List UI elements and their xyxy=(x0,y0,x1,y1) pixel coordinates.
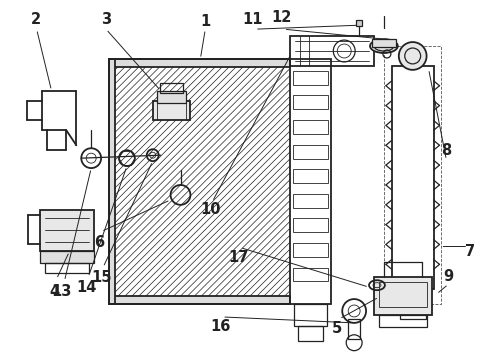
Bar xyxy=(290,36,374,66)
Bar xyxy=(400,307,426,319)
Text: 9: 9 xyxy=(443,269,453,284)
Text: 12: 12 xyxy=(271,10,292,25)
Bar xyxy=(153,100,191,121)
Text: 1: 1 xyxy=(200,14,210,29)
Bar xyxy=(293,219,328,232)
Text: 4: 4 xyxy=(49,284,60,299)
Bar xyxy=(374,277,432,315)
Bar xyxy=(293,267,328,282)
Bar xyxy=(293,120,328,134)
Circle shape xyxy=(399,42,427,70)
Bar xyxy=(293,243,328,257)
Text: 14: 14 xyxy=(76,280,97,295)
Text: 6: 6 xyxy=(94,235,104,250)
Text: 16: 16 xyxy=(210,319,230,334)
Bar xyxy=(160,83,183,93)
Bar xyxy=(372,39,396,47)
Bar xyxy=(40,210,94,251)
Bar xyxy=(157,91,187,103)
Bar xyxy=(396,289,430,307)
Bar xyxy=(293,169,328,183)
Text: 11: 11 xyxy=(243,12,263,27)
Text: 5: 5 xyxy=(332,321,343,336)
Text: 15: 15 xyxy=(91,270,111,285)
Bar xyxy=(294,304,327,326)
Text: 8: 8 xyxy=(441,143,452,158)
Text: 2: 2 xyxy=(30,12,41,27)
Bar xyxy=(379,282,427,307)
Bar xyxy=(109,59,290,304)
Text: 3: 3 xyxy=(101,12,111,27)
Bar xyxy=(109,296,290,304)
Text: 17: 17 xyxy=(228,250,248,265)
Bar xyxy=(290,59,331,304)
Text: 10: 10 xyxy=(200,202,220,217)
Bar xyxy=(384,46,441,304)
Ellipse shape xyxy=(370,39,398,53)
Text: 13: 13 xyxy=(51,284,72,299)
Bar xyxy=(293,145,328,158)
Bar xyxy=(293,194,328,208)
Bar xyxy=(348,319,360,339)
Bar xyxy=(297,326,323,341)
Bar xyxy=(392,66,434,289)
Bar xyxy=(109,59,115,304)
Bar xyxy=(40,251,94,264)
Bar xyxy=(356,20,362,26)
Bar xyxy=(45,264,89,273)
Bar xyxy=(293,95,328,109)
Bar xyxy=(109,59,290,67)
Text: 7: 7 xyxy=(465,244,475,259)
Bar xyxy=(379,315,427,327)
Bar xyxy=(293,71,328,85)
